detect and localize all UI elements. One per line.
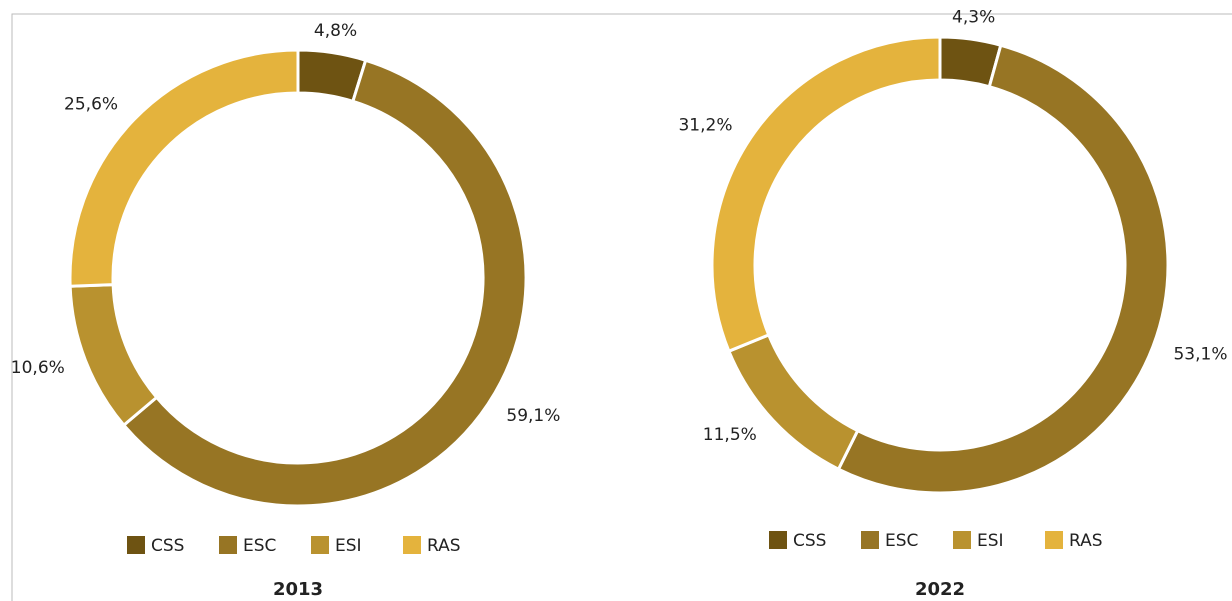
legend-swatch	[953, 531, 971, 549]
chart-title: 2022	[915, 579, 965, 600]
legend-label: ESI	[977, 531, 1004, 551]
legend-swatch	[769, 531, 787, 549]
data-label: 59,1%	[506, 406, 560, 426]
legend-label: ESC	[885, 531, 918, 551]
legend-label: CSS	[151, 536, 184, 556]
legend-swatch	[127, 536, 145, 554]
legend-swatch	[403, 536, 421, 554]
data-label: 11,5%	[703, 425, 757, 445]
donut-segment	[710, 35, 942, 354]
frame	[11, 13, 1232, 601]
donut-segment	[836, 43, 1170, 495]
data-label: 4,3%	[952, 7, 995, 27]
donut-segment	[726, 332, 860, 472]
chart-title: 2013	[273, 579, 323, 600]
data-label: 4,8%	[314, 21, 357, 41]
data-label: 25,6%	[64, 94, 118, 114]
data-label: 53,1%	[1173, 344, 1227, 364]
legend-swatch	[219, 536, 237, 554]
legend-swatch	[861, 531, 879, 549]
donut-segment	[121, 58, 528, 508]
legend-label: CSS	[793, 531, 826, 551]
legend-label: RAS	[1069, 531, 1103, 551]
donut-segment	[68, 283, 159, 428]
legend-label: ESC	[243, 536, 276, 556]
legend-swatch	[311, 536, 329, 554]
data-label: 31,2%	[678, 116, 732, 136]
donut-segment	[68, 48, 300, 288]
legend-label: RAS	[427, 536, 461, 556]
legend-swatch	[1045, 531, 1063, 549]
data-label: 10,6%	[11, 358, 65, 378]
legend-label: ESI	[335, 536, 362, 556]
